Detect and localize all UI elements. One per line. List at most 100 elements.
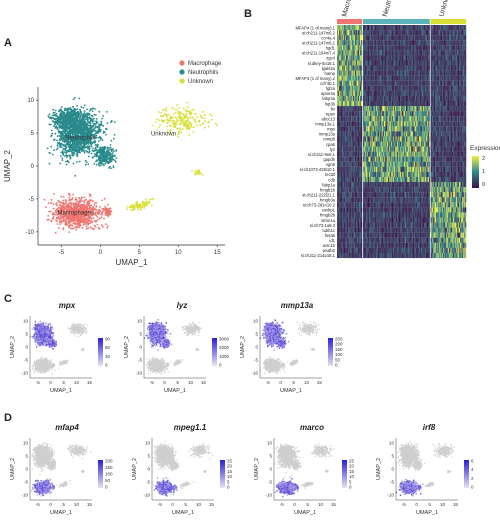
cell-point [184,117,186,119]
heat-cell [357,25,359,31]
cell-point [65,202,67,205]
heat-cell [354,141,356,147]
cell-point [105,128,108,130]
heat-cell [345,106,346,112]
cell-point [74,209,77,212]
cell-point [165,106,168,109]
heat-cell [348,80,349,86]
heat-cell [356,166,358,172]
cell-point [65,142,68,145]
cell-point [81,208,84,210]
heat-cell [356,80,358,86]
cell-point [101,154,104,156]
heat-cell [347,100,349,107]
heat-cell [352,100,354,107]
heat-cell [339,207,341,213]
cell-point [175,120,178,123]
heat-cell [345,35,346,41]
heat-cell [350,85,352,91]
heat-cell [340,161,342,167]
heat-cell [344,202,346,208]
heat-cell [355,65,357,71]
heat-cell [342,217,343,223]
heat-cell [345,232,347,238]
heat-cell [342,95,343,102]
heat-cell [340,166,342,172]
heat-cell [341,161,343,167]
cell-point [104,158,107,161]
heat-cell [359,166,361,172]
heat-cell [341,141,343,147]
cluster-label-neutrophils: Neutrophils [65,136,95,142]
cell-point [100,121,103,124]
cell-point [48,210,50,213]
heat-cell [348,80,350,86]
heat-cell [356,90,358,96]
heat-cell [356,156,358,162]
heat-cell [342,106,343,112]
heat-cell [348,192,349,198]
heat-cell [354,252,356,259]
heat-cell [339,217,341,223]
heat-cell [342,40,343,46]
cell-point [91,129,94,132]
heat-cell [342,85,343,91]
heat-cell [357,171,358,178]
heat-cell [346,35,348,41]
heat-cell [359,90,361,96]
heat-cell [357,121,358,127]
panel-b-label: B [244,8,252,20]
heat-cell [352,197,354,203]
heat-cell [351,126,353,132]
cell-point [175,116,178,119]
cell-point [184,119,187,122]
group-label: Macrophage [341,0,358,18]
heat-cell [358,65,360,71]
cell-point [93,209,95,211]
cell-point [198,172,200,174]
heat-cell [342,35,343,41]
cell-point [160,119,163,121]
cell-point [81,150,83,152]
heat-cell [343,126,345,132]
cell-point [74,146,77,148]
cell-point [56,128,59,131]
heat-cell [339,136,341,142]
heat-cell [343,50,345,56]
heat-cell [354,45,356,51]
cell-point [71,117,73,120]
y-axis-title: UMAP_2 [3,149,12,182]
group-label: Unknown [439,0,453,18]
cell-point [65,222,67,224]
heat-cell [351,136,352,142]
cell-point [92,147,94,150]
heat-cell [351,50,353,56]
heat-cell [339,106,341,112]
cell-point [211,118,213,121]
legend-label: Unknown [188,79,213,85]
cell-point [63,151,66,153]
cell-point [58,206,60,209]
cell-point [61,140,64,143]
cell-point [76,215,78,217]
heat-cell [342,197,343,203]
heat-cell [345,111,346,117]
heat-cell [355,182,357,188]
heat-cell [343,131,345,137]
heat-cell [353,222,355,228]
cell-point [172,134,175,137]
cell-point [62,211,65,214]
heat-cell [354,116,355,122]
heat-cell [342,35,344,41]
cell-point [62,227,65,230]
cell-point [191,170,194,172]
cell-point [83,146,86,149]
heat-cell [348,212,350,218]
heat-cell [350,197,352,203]
heat-cell [340,182,342,188]
cell-point [148,200,151,203]
heat-cell [340,95,342,102]
heat-cell [357,95,358,102]
heat-cell [341,171,343,178]
cell-point [92,135,95,137]
